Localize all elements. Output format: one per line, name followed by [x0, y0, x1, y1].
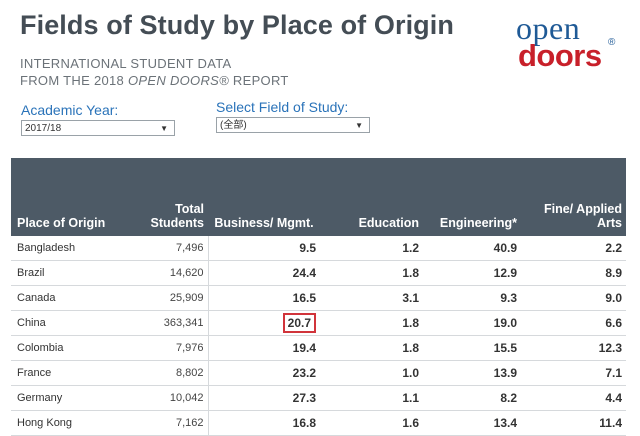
table-row: Bangladesh 7,496 9.5 1.2 40.9 2.2: [11, 236, 626, 261]
table-row: Hong Kong 7,162 16.8 1.6 13.4 11.4: [11, 410, 626, 436]
page-title: Fields of Study by Place of Origin: [20, 10, 454, 40]
total-cell: 10,042: [133, 385, 209, 411]
total-cell: 7,976: [133, 335, 209, 361]
subtitle-suffix: REPORT: [229, 73, 289, 88]
engineering-cell: 13.4: [423, 410, 521, 436]
engineering-cell: 19.0: [423, 310, 521, 336]
total-cell: 7,496: [133, 236, 209, 261]
table-row: Canada 25,909 16.5 3.1 9.3 9.0: [11, 285, 626, 311]
engineering-cell: 15.5: [423, 335, 521, 361]
place-cell: Canada: [11, 285, 133, 311]
total-cell: 25,909: [133, 285, 209, 311]
business-cell: 19.4: [208, 335, 320, 361]
academic-year-value: 2017/18: [25, 123, 62, 134]
place-cell: Germany: [11, 385, 133, 411]
education-cell: 1.8: [320, 335, 423, 361]
business-cell: 24.4: [208, 260, 320, 286]
engineering-cell: 12.9: [423, 260, 521, 286]
fine-arts-cell: 2.2: [521, 236, 626, 261]
column-header-education[interactable]: Education: [320, 158, 423, 236]
table-row: Brazil 14,620 24.4 1.8 12.9 8.9: [11, 260, 626, 286]
business-cell: 20.7: [208, 310, 320, 336]
engineering-cell: 9.3: [423, 285, 521, 311]
column-header-business[interactable]: Business/ Mgmt.: [208, 158, 320, 236]
fine-arts-cell: 7.1: [521, 360, 626, 386]
business-cell: 23.2: [208, 360, 320, 386]
table-row: Colombia 7,976 19.4 1.8 15.5 12.3: [11, 335, 626, 361]
subtitle-line1: INTERNATIONAL STUDENT DATA: [20, 56, 232, 71]
open-doors-logo: open ® doors: [516, 12, 622, 72]
place-cell: Hong Kong: [11, 410, 133, 436]
engineering-cell: 8.2: [423, 385, 521, 411]
total-cell: 7,162: [133, 410, 209, 436]
business-cell: 16.5: [208, 285, 320, 311]
fields-of-study-table: Place of Origin Total Students Business/…: [11, 158, 626, 436]
logo-text-doors: doors: [518, 38, 602, 73]
total-cell: 363,341: [133, 310, 209, 336]
column-header-place[interactable]: Place of Origin: [11, 158, 133, 236]
table-row: China 363,341 20.7 1.8 19.0 6.6: [11, 310, 626, 336]
field-of-study-value: (全部): [220, 120, 247, 131]
education-cell: 1.6: [320, 410, 423, 436]
fine-arts-cell: 9.0: [521, 285, 626, 311]
place-cell: China: [11, 310, 133, 336]
field-of-study-select[interactable]: (全部) ▼: [216, 117, 370, 133]
education-cell: 1.0: [320, 360, 423, 386]
fine-arts-cell: 8.9: [521, 260, 626, 286]
highlighted-value: 20.7: [282, 313, 316, 333]
fine-arts-cell: 4.4: [521, 385, 626, 411]
field-of-study-label: Select Field of Study:: [216, 99, 349, 115]
engineering-cell: 40.9: [423, 236, 521, 261]
column-header-fine-arts[interactable]: Fine/ Applied Arts: [521, 158, 626, 236]
business-cell: 16.8: [208, 410, 320, 436]
fine-arts-cell: 11.4: [521, 410, 626, 436]
table-body: Bangladesh 7,496 9.5 1.2 40.9 2.2 Brazil…: [11, 236, 626, 436]
logo-text-open: open: [516, 10, 581, 46]
column-header-engineering[interactable]: Engineering*: [423, 158, 521, 236]
logo-registered-mark: ®: [608, 37, 616, 48]
fine-arts-cell: 6.6: [521, 310, 626, 336]
place-cell: Brazil: [11, 260, 133, 286]
total-cell: 8,802: [133, 360, 209, 386]
business-cell: 27.3: [208, 385, 320, 411]
education-cell: 1.8: [320, 260, 423, 286]
page-subtitle: INTERNATIONAL STUDENT DATA FROM THE 2018…: [20, 55, 289, 89]
subtitle-report-name: OPEN DOORS®: [128, 73, 230, 88]
total-cell: 14,620: [133, 260, 209, 286]
engineering-cell: 13.9: [423, 360, 521, 386]
place-cell: Colombia: [11, 335, 133, 361]
chevron-down-icon: ▼: [160, 124, 168, 133]
place-cell: Bangladesh: [11, 236, 133, 261]
business-cell: 9.5: [208, 236, 320, 261]
chevron-down-icon: ▼: [355, 121, 363, 130]
place-cell: France: [11, 360, 133, 386]
education-cell: 1.1: [320, 385, 423, 411]
education-cell: 1.2: [320, 236, 423, 261]
academic-year-select[interactable]: 2017/18 ▼: [21, 120, 175, 136]
column-header-total[interactable]: Total Students: [133, 158, 208, 236]
table-row: Germany 10,042 27.3 1.1 8.2 4.4: [11, 385, 626, 411]
fine-arts-cell: 12.3: [521, 335, 626, 361]
education-cell: 1.8: [320, 310, 423, 336]
subtitle-prefix: FROM THE 2018: [20, 73, 128, 88]
table-row: France 8,802 23.2 1.0 13.9 7.1: [11, 360, 626, 386]
academic-year-label: Academic Year:: [21, 102, 119, 118]
table-header-row: Place of Origin Total Students Business/…: [11, 158, 626, 236]
education-cell: 3.1: [320, 285, 423, 311]
subtitle-line2: FROM THE 2018 OPEN DOORS® REPORT: [20, 72, 289, 89]
